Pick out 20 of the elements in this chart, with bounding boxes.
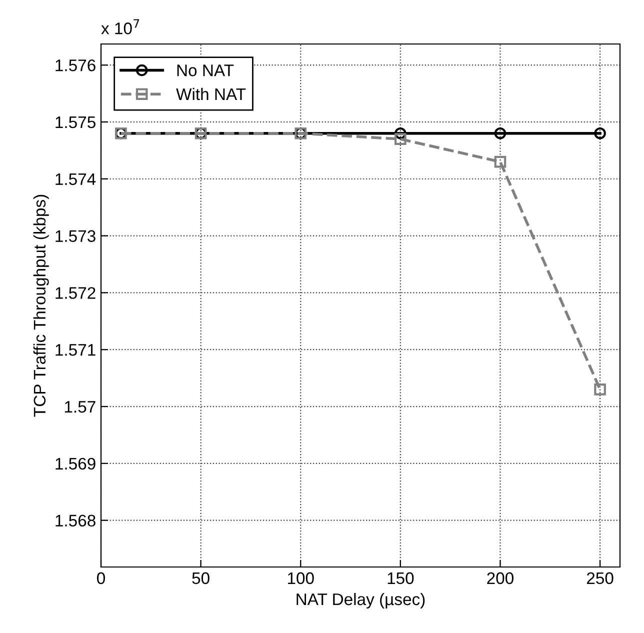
x-tick-label: 50 — [192, 572, 210, 584]
y-tick-label: 1.574 — [56, 173, 96, 186]
y-tick-label: 1.575 — [56, 116, 96, 128]
y-tick-label: 1.576 — [56, 59, 96, 72]
y-tick-label: 1.57 — [64, 401, 96, 413]
legend-label: No NAT — [177, 64, 234, 76]
y-tick-label: 1.569 — [56, 458, 96, 470]
y-tick-label: 1.572 — [56, 287, 96, 299]
x-tick-label: 0 — [97, 572, 105, 584]
x-tick-label: 150 — [388, 572, 414, 584]
y-tick-label: 1.568 — [56, 514, 96, 527]
legend-label: With NAT — [176, 88, 246, 100]
x-tick-label: 250 — [586, 572, 614, 584]
y-tick-label: 1.573 — [56, 230, 96, 242]
x-axis-title: NAT Delay (µsec) — [296, 592, 425, 608]
y-tick-label: 1.571 — [56, 344, 96, 356]
text: x 10$^{7}$ — [101, 19, 140, 34]
x-tick-label: 100 — [288, 572, 314, 584]
x-tick-label: 200 — [487, 572, 514, 584]
y-axis-title: TCP Traffic Throughput (kbps) — [33, 194, 49, 417]
